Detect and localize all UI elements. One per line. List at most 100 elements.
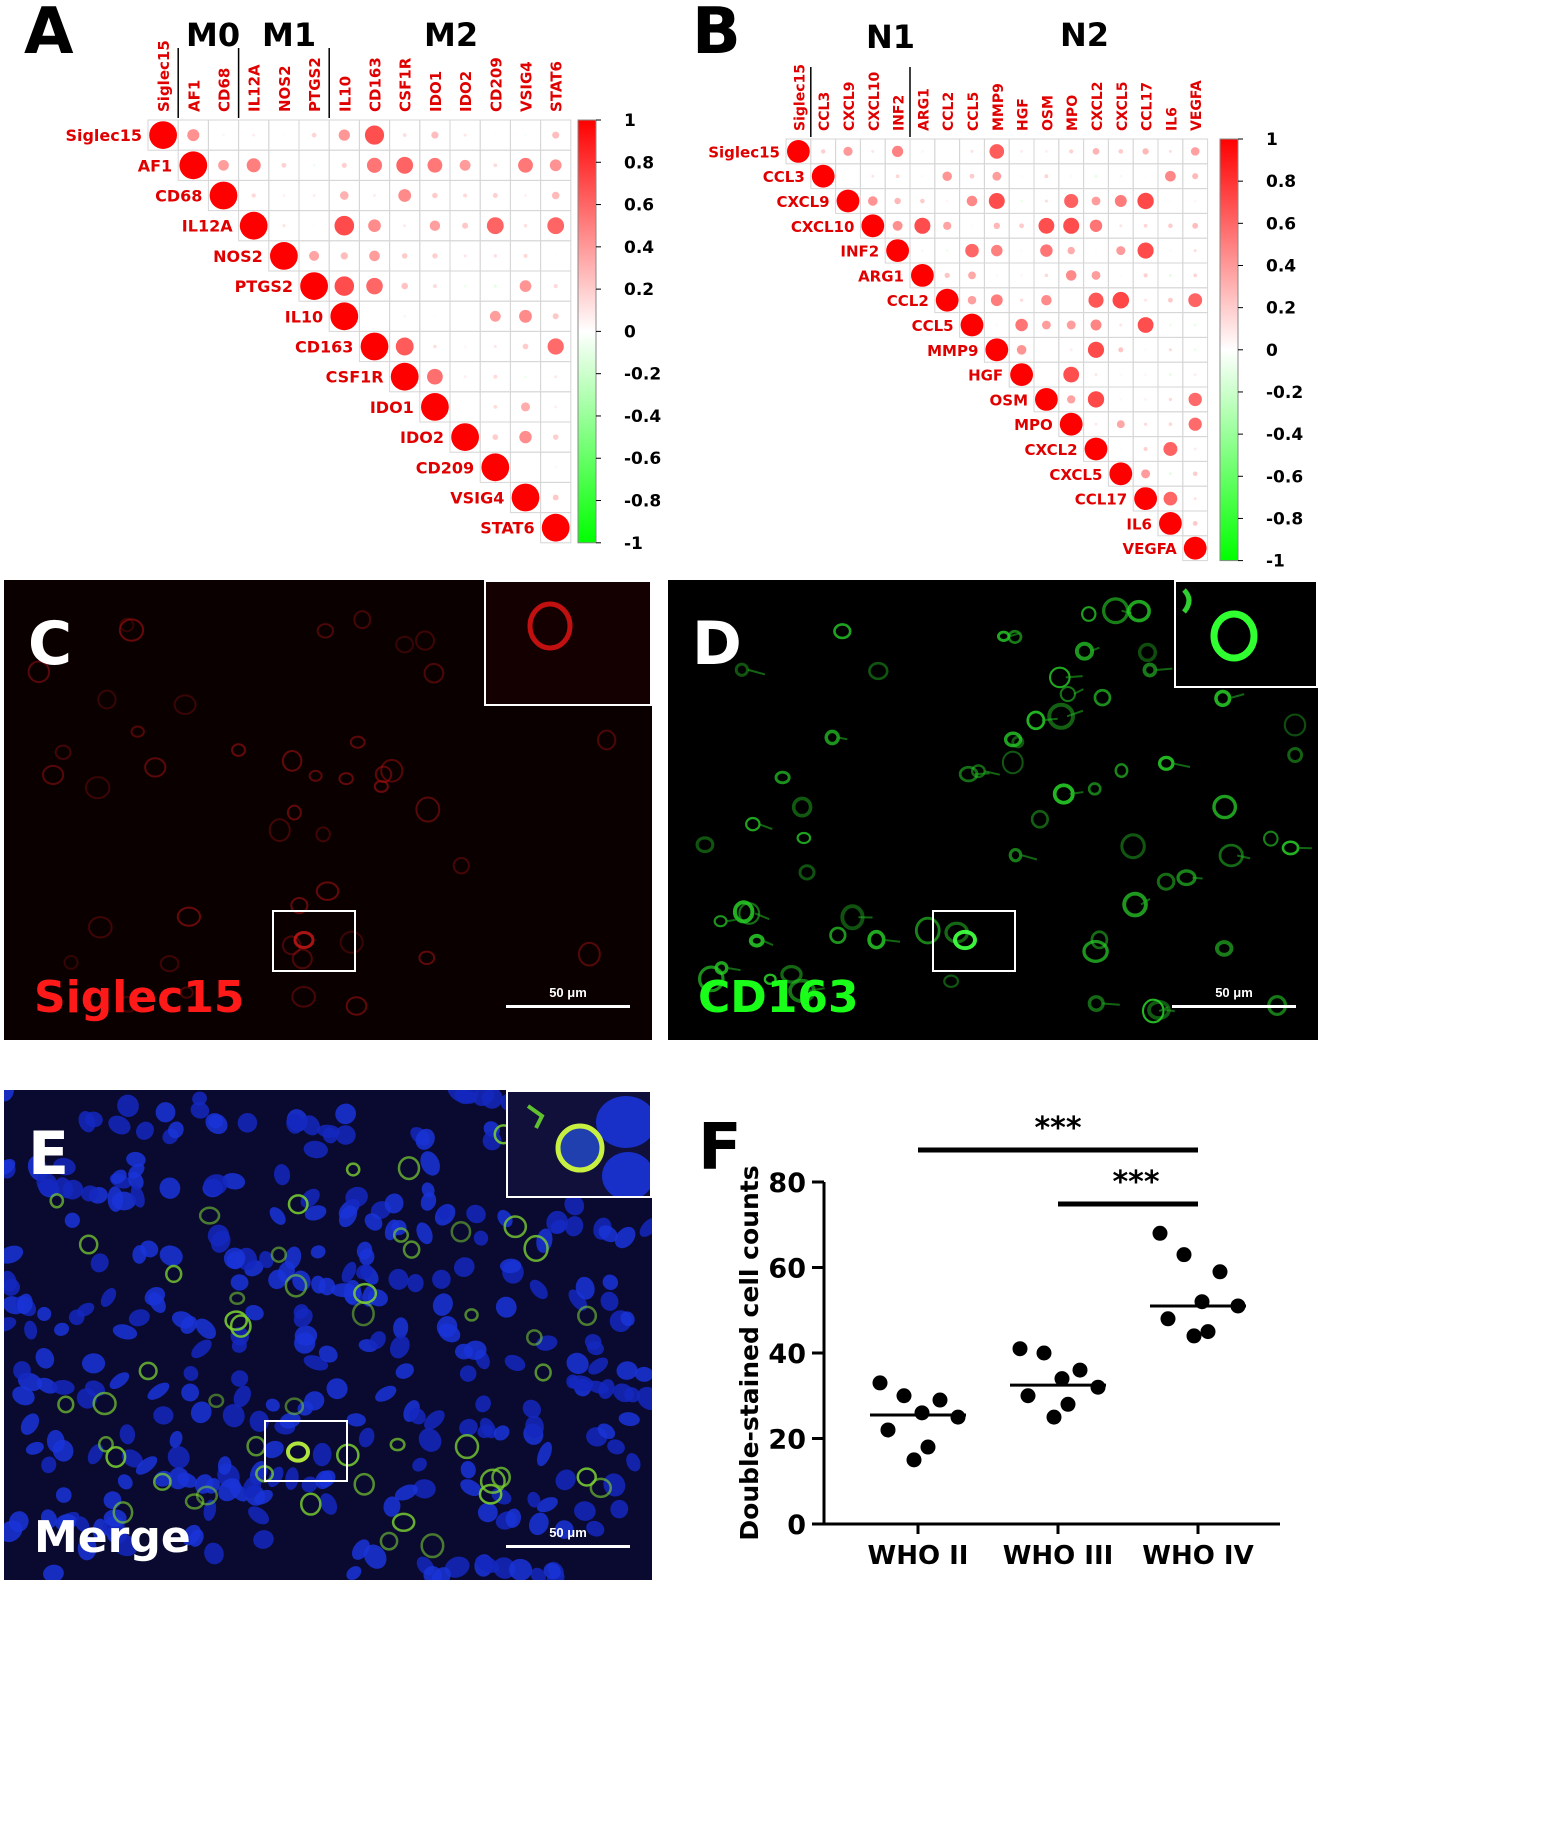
- cell-signal: [1283, 842, 1298, 854]
- nucleus: [356, 1426, 377, 1450]
- cell-signal: [1140, 644, 1156, 660]
- cell-signal: [376, 767, 391, 782]
- cell-signal: [1032, 811, 1048, 827]
- dotplot-chart: 020406080Double-stained cell countsWHO I…: [680, 1090, 1542, 1823]
- correlation-dot: [365, 126, 384, 145]
- data-point: [1091, 1380, 1106, 1395]
- cell-signal: [351, 737, 365, 748]
- nucleus: [32, 1345, 57, 1372]
- column-gene-label: CCL3: [817, 92, 833, 131]
- nucleus: [187, 1398, 215, 1427]
- row-gene-label: MPO: [1014, 416, 1053, 434]
- cell-signal: [1158, 874, 1174, 889]
- correlation-dot: [487, 217, 504, 234]
- correlation-dot: [868, 196, 878, 206]
- correlation-dot: [921, 175, 924, 178]
- correlation-dot: [1088, 391, 1104, 407]
- row-gene-label: IL6: [1126, 515, 1152, 533]
- correlation-dot: [946, 150, 949, 153]
- panel-e-micrograph: E Merge 50 μm: [4, 1090, 652, 1580]
- cell-signal: [794, 798, 811, 815]
- nucleus: [417, 1148, 444, 1179]
- correlation-dot: [554, 466, 557, 469]
- correlation-dot: [1067, 247, 1074, 254]
- nucleus: [229, 1368, 250, 1388]
- nucleus: [322, 1374, 351, 1403]
- cell-signal: [80, 1236, 97, 1254]
- cell-signal: [1172, 763, 1190, 767]
- correlation-dot: [490, 311, 501, 322]
- scale-tick-label: -0.4: [624, 407, 661, 427]
- cell-signal: [972, 765, 984, 777]
- correlation-dot: [330, 302, 358, 330]
- cell-signal: [381, 760, 402, 782]
- cell-signal: [310, 771, 322, 781]
- cell-signal: [975, 773, 990, 774]
- cell-signal: [869, 663, 887, 679]
- cell-signal: [466, 1309, 478, 1320]
- x-category-label: WHO III: [1003, 1541, 1114, 1571]
- cell-signal: [1116, 764, 1127, 776]
- row-gene-label: STAT6: [480, 519, 534, 538]
- correlation-dot: [398, 189, 411, 202]
- correlation-dot: [1119, 274, 1122, 277]
- correlation-dot: [494, 285, 497, 288]
- correlation-dot: [1142, 148, 1148, 154]
- correlation-dot: [1035, 388, 1058, 411]
- correlation-dot: [222, 134, 225, 137]
- correlation-dot: [430, 220, 440, 230]
- column-gene-label: ARG1: [916, 88, 932, 131]
- cell-signal: [1003, 752, 1023, 774]
- correlation-dot: [554, 284, 558, 288]
- nucleus: [145, 1379, 173, 1403]
- correlation-dot: [1020, 175, 1023, 178]
- cell-signal: [391, 1439, 405, 1450]
- correlation-dot: [946, 249, 949, 252]
- correlation-dot: [462, 223, 468, 229]
- correlation-dot: [464, 345, 467, 348]
- nucleus: [502, 1352, 528, 1374]
- column-gene-label: IL6: [1164, 107, 1180, 131]
- correlation-dot: [942, 171, 952, 181]
- column-gene-label: CD163: [367, 57, 385, 112]
- cell-signal: [65, 956, 78, 969]
- correlation-dot: [968, 296, 977, 305]
- correlation-dot: [1119, 224, 1122, 227]
- scale-tick-label: 0.2: [624, 280, 654, 300]
- correlation-dot: [1063, 367, 1079, 383]
- correlation-dot: [1169, 150, 1172, 153]
- correlation-dot: [1141, 469, 1150, 478]
- cell-signal: [1067, 711, 1083, 717]
- cell-signal: [43, 766, 63, 784]
- correlation-dot: [373, 194, 376, 197]
- cell-signal: [798, 833, 810, 843]
- correlation-dot: [401, 283, 408, 290]
- nucleus: [471, 1228, 490, 1248]
- correlation-dot: [519, 310, 532, 323]
- cell-signal: [759, 824, 772, 829]
- correlation-dot: [921, 150, 924, 153]
- correlation-dot: [1113, 292, 1130, 309]
- column-gene-label: CXCL5: [1115, 81, 1131, 131]
- stain-label-merge: Merge: [34, 1516, 191, 1560]
- cell-signal: [527, 1330, 541, 1344]
- column-gene-label: CXCL9: [842, 81, 858, 131]
- cell-signal: [393, 1514, 414, 1531]
- correlation-dot: [342, 163, 347, 168]
- row-gene-label: CSF1R: [326, 368, 384, 387]
- correlation-dot: [861, 214, 884, 237]
- column-gene-label: NOS2: [276, 65, 294, 112]
- scale-tick-label: 0.6: [624, 196, 654, 216]
- scale-tick-label: 0: [624, 322, 636, 342]
- scale-tick-label: 0.4: [624, 238, 654, 258]
- correlation-dot: [427, 369, 443, 385]
- nucleus: [344, 1563, 364, 1580]
- column-gene-label: PTGS2: [306, 57, 324, 112]
- correlation-dot: [552, 192, 560, 200]
- correlation-dot: [270, 242, 298, 270]
- row-gene-label: INF2: [840, 243, 879, 261]
- row-gene-label: CD163: [295, 338, 353, 357]
- scale-tick-label: 0.8: [624, 153, 654, 173]
- cell-signal: [200, 1208, 219, 1224]
- correlation-dot: [1045, 373, 1048, 376]
